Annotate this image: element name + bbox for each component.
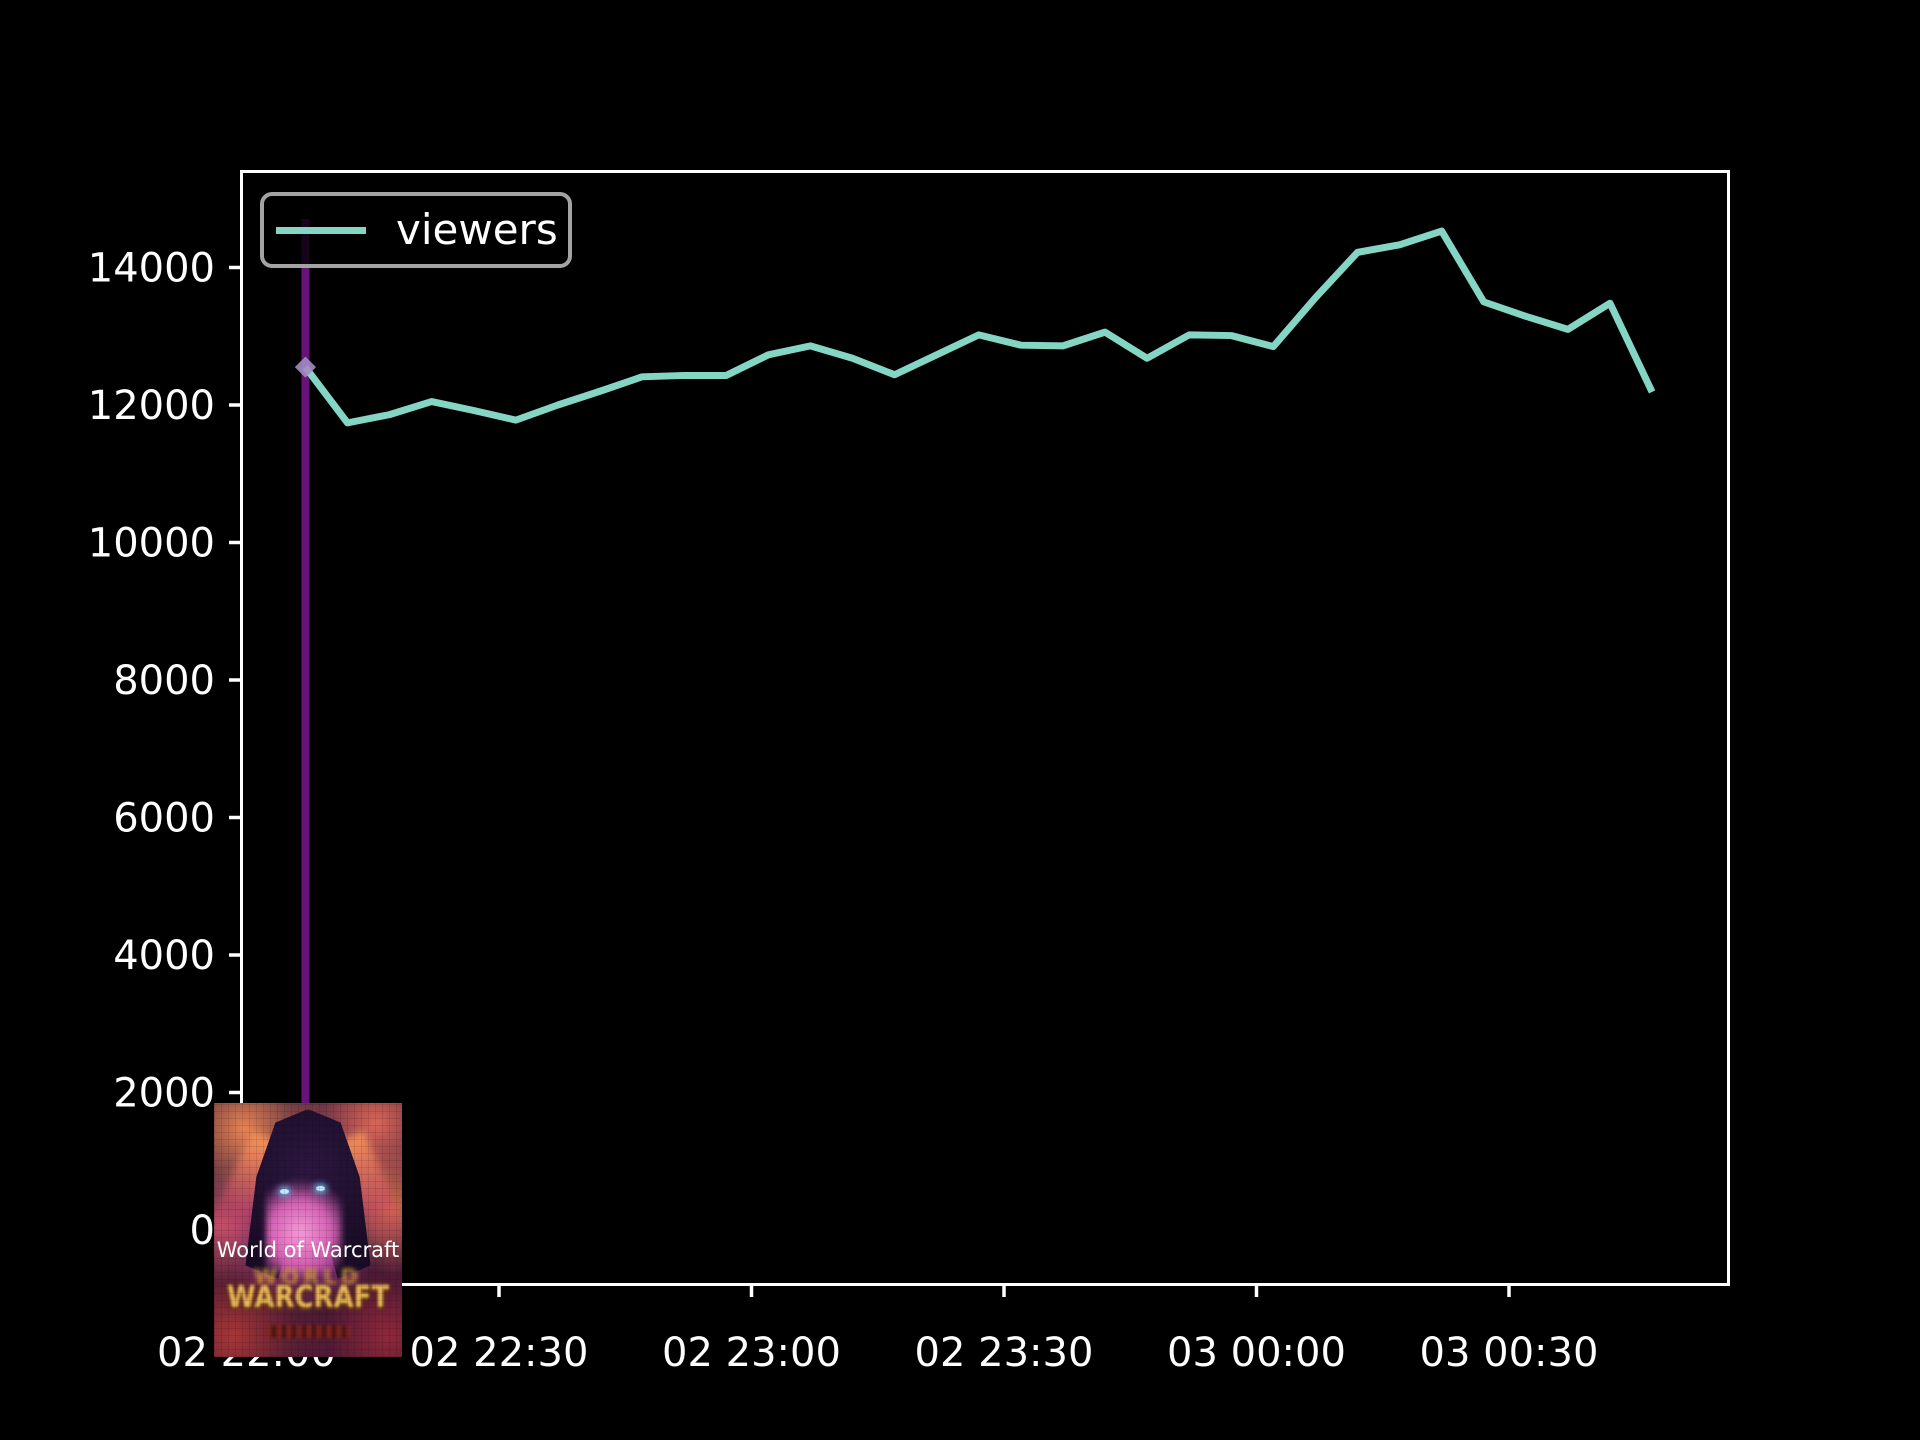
axes-frame	[240, 170, 1730, 1286]
x-tick-label: 02 23:00	[662, 1330, 841, 1376]
y-tick-label: 0	[190, 1208, 215, 1254]
character-eye-right	[316, 1186, 325, 1191]
y-tick-label: 12000	[88, 383, 215, 429]
y-tick-label: 4000	[113, 933, 215, 979]
game-box-art: WORLD WARCRAFT	[214, 1103, 402, 1357]
wow-logo-world: WORLD	[214, 1265, 402, 1289]
legend-line-swatch	[276, 226, 366, 234]
x-tick-label: 02 23:30	[915, 1330, 1094, 1376]
x-tick-label: 03 00:30	[1420, 1330, 1599, 1376]
x-tick-label: 03 00:00	[1167, 1330, 1346, 1376]
x-tick-label: 02 22:30	[410, 1330, 589, 1376]
viewers-line	[302, 227, 1656, 427]
character-face	[266, 1177, 342, 1273]
y-tick-label: 14000	[88, 246, 215, 292]
pixelation-overlay	[214, 1103, 402, 1357]
wow-logo-subtitle	[266, 1325, 350, 1338]
y-tick-label: 8000	[113, 658, 215, 704]
game-annotation: World of Warcraft	[216, 1238, 400, 1262]
legend: viewers	[260, 192, 572, 268]
character-eye-left	[280, 1189, 289, 1194]
y-tick-label: 6000	[113, 796, 215, 842]
y-tick-label: 2000	[113, 1071, 215, 1117]
y-tick-label: 10000	[88, 521, 215, 567]
wow-logo-warcraft: WARCRAFT	[214, 1281, 402, 1316]
legend-label: viewers	[396, 205, 558, 254]
